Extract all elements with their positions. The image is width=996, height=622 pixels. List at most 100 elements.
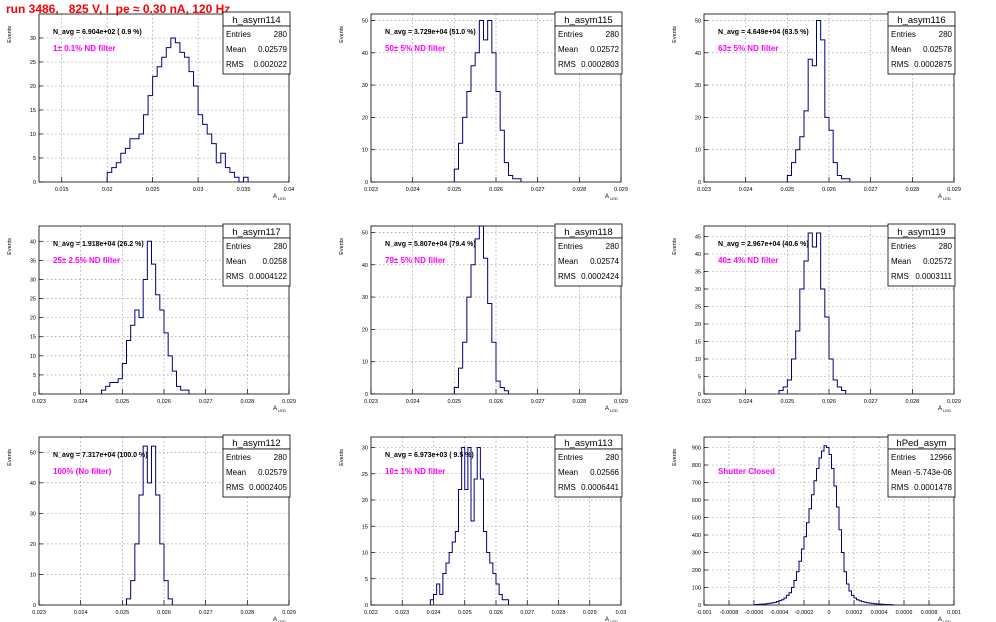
stats-box xyxy=(554,25,623,75)
x-tick-label: 0.04 xyxy=(284,187,295,193)
y-tick-label: 0 xyxy=(698,180,701,186)
filter-label: 40± 4% ND filter xyxy=(718,256,778,265)
y-tick-label: 35 xyxy=(30,258,36,264)
navg-label: N_avg = 7.317e+04 (100.0 %) xyxy=(53,452,148,459)
y-tick-label: 35 xyxy=(695,270,701,276)
y-tick-label: 10 xyxy=(30,354,36,360)
x-tick-label: 0.026 xyxy=(489,610,503,616)
y-tick-label: 40 xyxy=(695,252,701,258)
x-tick-label: 0.026 xyxy=(157,399,171,405)
x-tick-label: -0.001 xyxy=(696,610,712,616)
stat-label: Entries xyxy=(226,242,251,251)
stat-value: 0.0258 xyxy=(263,257,288,266)
y-tick-label: 20 xyxy=(30,84,36,90)
stat-value: 0.0002424 xyxy=(581,272,619,281)
y-tick-label: 25 xyxy=(30,60,36,66)
x-tick-label: 0.028 xyxy=(572,187,586,193)
x-tick-label: 0.024 xyxy=(739,399,753,405)
y-tick-label: 5 xyxy=(365,577,368,583)
stats-box xyxy=(554,237,623,287)
stat-value: 0.02572 xyxy=(590,45,619,54)
y-tick-label: 500 xyxy=(692,516,701,522)
x-axis-label: A xyxy=(938,194,942,200)
histogram-panel-h_asym119: 0.023 0.024 0.025 0.026 0.027 0.028 0.029 0 5 10 1… xyxy=(672,223,961,413)
histogram-line xyxy=(106,37,249,183)
y-tick-label: 30 xyxy=(695,287,701,293)
y-tick-label: 0 xyxy=(33,603,36,609)
y-tick-label: 20 xyxy=(362,498,368,504)
stat-label: RMS xyxy=(558,60,576,69)
x-axis-label: A xyxy=(938,406,942,412)
x-tick-label: 0.027 xyxy=(520,610,534,616)
x-tick-label: 0.0002 xyxy=(846,610,863,616)
x-tick-label: 0.022 xyxy=(364,610,378,616)
y-tick-label: 50 xyxy=(695,18,701,24)
x-tick-label: 0.027 xyxy=(199,610,213,616)
x-axis-label-subscript: LED xyxy=(610,408,618,413)
x-tick-label: 0.023 xyxy=(697,399,711,405)
histogram-panel-h_asym113: 0.022 0.023 0.024 0.025 0.026 0.027 0.028 0.029… xyxy=(339,434,626,622)
y-tick-label: 40 xyxy=(30,481,36,487)
x-tick-label: -0.0006 xyxy=(745,610,764,616)
stat-label: Mean xyxy=(226,45,246,54)
histogram-panel-h_asym114: 0.015 0.02 0.025 0.03 0.035 0.04 0 5 10 15 20 25 30 E… xyxy=(7,11,295,201)
stat-label: Entries xyxy=(226,30,251,39)
y-tick-label: 20 xyxy=(30,542,36,548)
y-tick-label: 15 xyxy=(362,524,368,530)
x-tick-label: 0.023 xyxy=(32,399,46,405)
x-tick-label: 0.027 xyxy=(199,399,213,405)
histogram-line xyxy=(453,225,509,394)
x-tick-label: 0.001 xyxy=(947,610,961,616)
y-tick-label: 10 xyxy=(30,132,36,138)
stat-label: Mean xyxy=(558,257,578,266)
stats-box xyxy=(222,448,291,498)
y-axis-label: Events xyxy=(672,449,678,466)
x-tick-label: 0.026 xyxy=(489,399,503,405)
y-tick-label: 100 xyxy=(692,586,701,592)
histogram-name: h_asym115 xyxy=(564,15,612,26)
y-tick-label: 20 xyxy=(362,327,368,333)
y-tick-label: 30 xyxy=(362,83,368,89)
y-tick-label: 40 xyxy=(695,51,701,57)
x-tick-label: 0.0008 xyxy=(921,610,938,616)
stat-label: Entries xyxy=(891,242,916,251)
x-tick-label: -0.0002 xyxy=(795,610,814,616)
stat-label: Entries xyxy=(558,30,583,39)
x-tick-label: 0.028 xyxy=(240,399,254,405)
y-tick-label: 200 xyxy=(692,568,701,574)
histogram-panel-hPed_asym: -0.001 -0.0008 -0.0006 -0.0004 -0.0002 0 0.000… xyxy=(672,434,961,622)
x-tick-label: 0.026 xyxy=(489,187,503,193)
y-axis-label: Events xyxy=(672,238,678,255)
y-tick-label: 15 xyxy=(30,108,36,114)
x-axis-label: A xyxy=(605,617,609,622)
y-tick-label: 25 xyxy=(695,305,701,311)
y-tick-label: 5 xyxy=(33,156,36,162)
histogram-line xyxy=(101,240,190,394)
y-tick-label: 10 xyxy=(362,148,368,154)
x-tick-label: 0.03 xyxy=(193,187,204,193)
filter-label: 63± 5% ND filter xyxy=(718,44,778,53)
y-tick-label: 20 xyxy=(695,115,701,121)
filter-label: 100% (No filter) xyxy=(53,467,112,476)
filter-label: 50± 5% ND filter xyxy=(385,44,445,53)
x-tick-label: 0.024 xyxy=(74,399,88,405)
y-tick-label: 300 xyxy=(692,551,701,557)
navg-label: N_avg = 6.973e+03 ( 9.5 %) xyxy=(385,452,474,459)
stat-value: 0.02579 xyxy=(258,45,287,54)
histogram-line xyxy=(778,232,847,394)
stat-label: Mean xyxy=(558,45,578,54)
x-axis-label-subscript: LED xyxy=(943,196,951,201)
stat-label: Mean xyxy=(891,257,911,266)
y-axis-label: Events xyxy=(672,26,678,43)
x-tick-label: 0.023 xyxy=(364,187,378,193)
y-tick-label: 25 xyxy=(362,472,368,478)
navg-label: N_avg = 4.649e+04 (63.5 %) xyxy=(718,29,809,36)
y-tick-label: 40 xyxy=(30,239,36,245)
y-tick-label: 45 xyxy=(695,235,701,241)
x-tick-label: 0.025 xyxy=(780,399,794,405)
stat-label: Mean xyxy=(891,468,911,477)
plot-frame xyxy=(38,13,290,183)
stat-label: Mean xyxy=(558,468,578,477)
stat-value: 0.02566 xyxy=(590,468,619,477)
y-tick-label: 40 xyxy=(362,51,368,57)
